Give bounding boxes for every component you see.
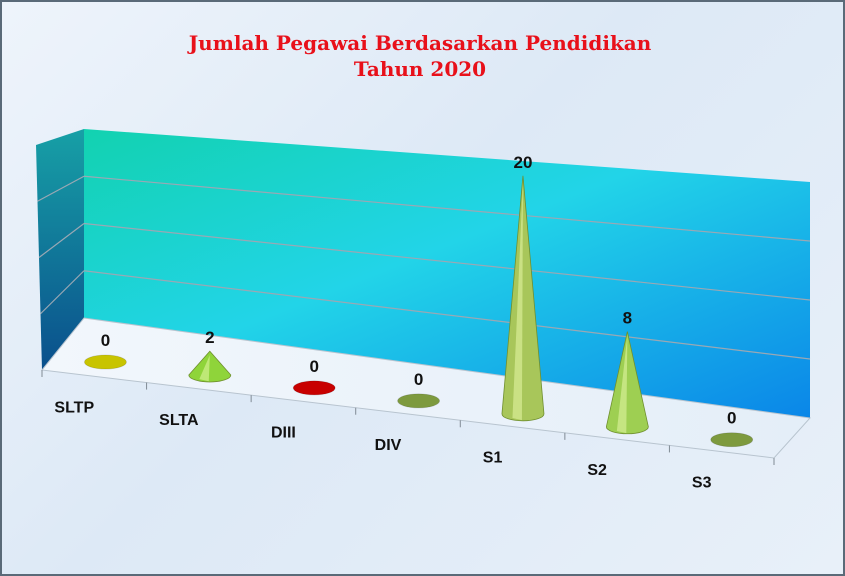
side-wall [36,129,84,370]
gridline [83,175,811,242]
disc-s3 [710,432,754,448]
disc-diii [292,380,336,396]
value-label-s2: 8 [623,309,632,328]
cone-highlight [616,335,628,434]
gridline-side [37,175,85,202]
value-label-slta: 2 [205,328,214,347]
value-label-s1: 20 [514,153,533,172]
category-label-div: DIV [375,437,402,454]
cone-highlight [199,355,210,382]
category-label-s2: S2 [587,462,607,479]
cone-highlight [512,179,523,421]
value-label-diii: 0 [309,357,318,376]
gridline [83,270,811,360]
cone-slta [188,350,232,383]
category-label-sltp: SLTP [54,399,94,416]
category-label-s3: S3 [692,475,712,492]
chart-subtitle: Tahun 2020 [354,57,486,81]
labels: 0 SLTP 2 SLTA 0 DIII 0 DIV 20 S1 8 S2 0 S3 [54,153,736,492]
chart-title: Jumlah Pegawai Berdasarkan Pendidikan [187,31,652,55]
gridline-side [40,270,85,315]
gridlines [37,175,811,360]
value-label-div: 0 [414,370,423,389]
cone-s1 [501,175,545,422]
cone-marks [84,175,754,448]
value-label-sltp: 0 [101,331,110,350]
value-label-s3: 0 [727,409,736,428]
category-label-slta: SLTA [159,412,199,429]
disc-div [397,393,440,409]
category-label-s1: S1 [483,450,503,467]
cone-s2 [605,331,649,435]
disc-sltp [84,354,127,370]
gridline [83,222,811,301]
category-label-diii: DIII [271,424,296,441]
gridline-side [38,223,85,258]
category-ticks [41,370,775,465]
